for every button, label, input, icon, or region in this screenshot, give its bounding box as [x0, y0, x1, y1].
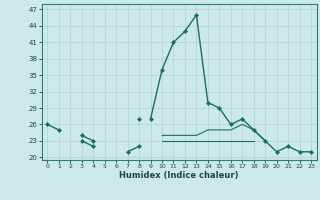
X-axis label: Humidex (Indice chaleur): Humidex (Indice chaleur) [119, 171, 239, 180]
